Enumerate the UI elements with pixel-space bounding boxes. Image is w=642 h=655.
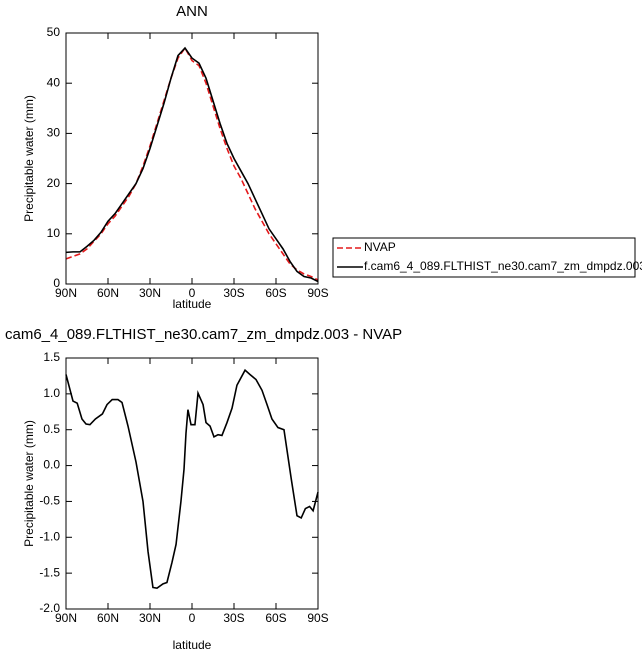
y-tick-label: -0.5 [39,494,60,508]
legend-label: NVAP [364,240,396,254]
y-tick-label: -1.0 [39,529,60,543]
chart: ANN latitude Precipitable water (mm) 0 10 20 3… [22,3,642,311]
chart-title: ANN [176,3,208,20]
x-tick-label: 30S [223,286,244,300]
legend-box [332,237,636,278]
x-tick-label: 60N [97,286,119,300]
x-tick-label: 0 [189,286,196,300]
y-tick-label: 10 [47,226,61,240]
y-tick-label: 30 [47,126,61,140]
y-tick-label: 20 [47,176,61,190]
x-tick-label: 60S [265,611,286,625]
x-tick-label: 60S [265,286,286,300]
y-tick-label: 1.0 [43,386,60,400]
plot-frame [65,32,319,285]
y-tick-label: 0 [53,276,60,290]
data-line [65,46,319,281]
y-tick-label: 0.5 [43,422,60,436]
data-line [65,46,319,283]
x-tick-label: 90N [55,611,77,625]
x-tick-label: 90S [307,286,328,300]
x-tick-label: 0 [189,611,196,625]
data-line [65,368,319,590]
chart: cam6_4_089.FLTHIST_ne30.cam7_zm_dmpdz.00… [5,326,402,652]
y-axis-label: Precipitable water (mm) [22,95,36,222]
x-axis-label: latitude [173,638,212,652]
chart-title: cam6_4_089.FLTHIST_ne30.cam7_zm_dmpdz.00… [5,326,402,343]
y-tick-label: -2.0 [39,601,60,615]
x-tick-label: 90N [55,286,77,300]
y-tick-label: 1.5 [43,350,60,364]
y-tick-label: -1.5 [39,565,60,579]
y-tick-label: 40 [47,75,61,89]
y-axis-label: Precipitable water (mm) [22,420,36,547]
x-tick-label: 30S [223,611,244,625]
x-axis-label: latitude [173,297,212,311]
x-tick-label: 30N [139,286,161,300]
x-tick-label: 60N [97,611,119,625]
y-tick-label: 50 [47,25,61,39]
y-tick-label: 0.0 [43,458,60,472]
x-tick-label: 90S [307,611,328,625]
plot-frame [65,357,319,610]
legend-label: f.cam6_4_089.FLTHIST_ne30.cam7_zm_dmpdz.… [364,259,642,273]
x-tick-label: 30N [139,611,161,625]
